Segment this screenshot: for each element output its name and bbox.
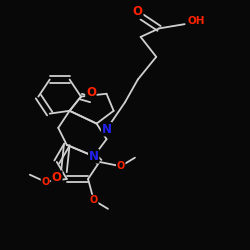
- Text: O: O: [90, 195, 98, 205]
- Text: O: O: [41, 177, 50, 187]
- Text: N: N: [102, 123, 112, 136]
- Text: O: O: [133, 5, 143, 18]
- Text: O: O: [116, 161, 125, 171]
- Text: O: O: [86, 86, 96, 99]
- Text: N: N: [89, 150, 99, 163]
- Text: OH: OH: [187, 16, 205, 26]
- Text: O: O: [52, 171, 62, 184]
